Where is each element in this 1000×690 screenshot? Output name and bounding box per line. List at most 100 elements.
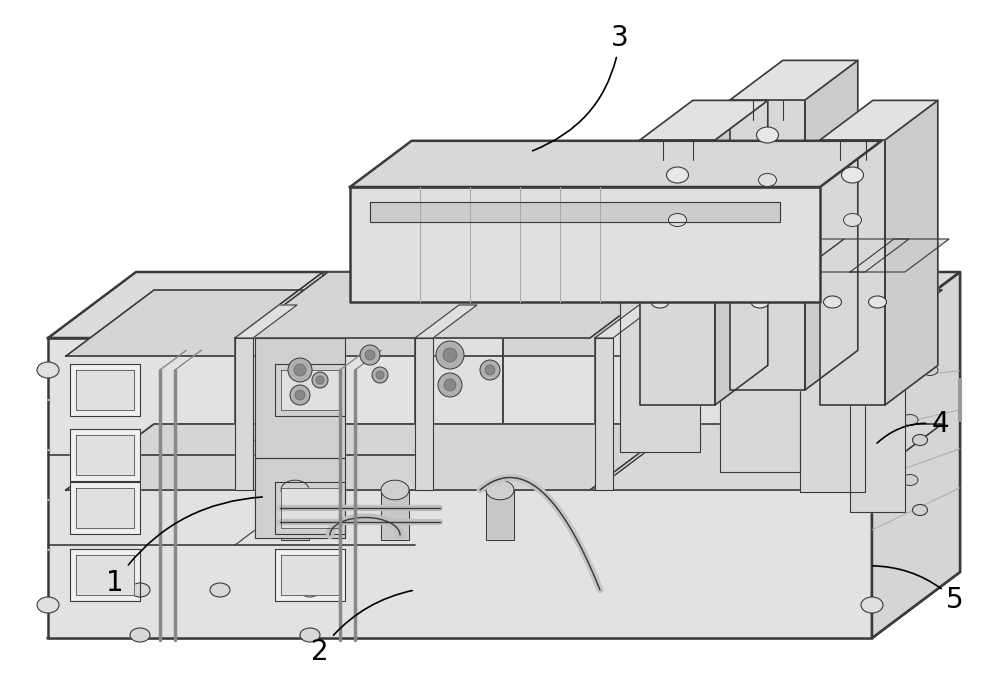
Ellipse shape [281,480,309,500]
Ellipse shape [300,583,320,597]
Polygon shape [730,61,858,100]
Polygon shape [240,272,678,338]
Circle shape [360,345,380,365]
Text: 1: 1 [106,497,262,597]
Polygon shape [76,370,134,410]
Polygon shape [381,490,409,540]
Ellipse shape [37,362,59,378]
Polygon shape [595,338,613,490]
Ellipse shape [912,504,928,515]
Polygon shape [235,305,297,338]
Polygon shape [66,290,942,356]
Polygon shape [281,370,339,410]
Ellipse shape [210,583,230,597]
Text: 3: 3 [533,24,629,151]
Ellipse shape [486,480,514,500]
Ellipse shape [922,364,938,375]
Polygon shape [255,458,345,538]
Polygon shape [850,272,905,512]
Ellipse shape [902,475,918,486]
Polygon shape [70,364,140,416]
Text: 5: 5 [873,566,964,614]
Circle shape [485,365,495,375]
Polygon shape [235,338,253,490]
Polygon shape [370,202,780,222]
Polygon shape [800,272,865,492]
Ellipse shape [668,213,686,226]
Polygon shape [640,140,715,405]
Polygon shape [415,305,477,338]
Polygon shape [730,100,805,390]
Polygon shape [76,435,134,475]
Polygon shape [885,101,938,405]
Ellipse shape [751,296,769,308]
Polygon shape [70,549,140,601]
Polygon shape [486,490,514,540]
Ellipse shape [902,415,918,426]
Polygon shape [275,482,345,534]
Polygon shape [281,490,309,540]
Ellipse shape [824,296,842,308]
Ellipse shape [844,213,862,226]
Ellipse shape [381,480,409,500]
Polygon shape [281,488,339,528]
Polygon shape [415,272,503,490]
Circle shape [365,350,375,360]
Polygon shape [70,429,140,481]
Polygon shape [595,272,683,490]
Circle shape [295,390,305,400]
Polygon shape [48,572,960,638]
Polygon shape [640,101,768,140]
Polygon shape [595,305,657,338]
Polygon shape [715,101,768,405]
Circle shape [444,379,456,391]
Circle shape [376,371,384,379]
Circle shape [443,348,457,362]
Ellipse shape [842,167,864,183]
Circle shape [316,376,324,384]
Ellipse shape [912,364,928,375]
Polygon shape [281,555,339,595]
Ellipse shape [759,173,776,186]
Polygon shape [805,61,858,390]
Ellipse shape [757,127,778,143]
Circle shape [436,341,464,369]
Polygon shape [350,187,820,302]
Ellipse shape [868,296,887,308]
Circle shape [294,364,306,376]
Circle shape [480,360,500,380]
Polygon shape [800,239,909,272]
Ellipse shape [666,167,688,183]
Text: 2: 2 [311,591,412,666]
Ellipse shape [130,583,150,597]
Polygon shape [66,424,678,490]
Polygon shape [66,424,942,490]
Text: 4: 4 [877,411,949,443]
Polygon shape [820,140,885,405]
Polygon shape [620,239,744,272]
Circle shape [438,373,462,397]
Ellipse shape [130,628,150,642]
Polygon shape [48,272,960,338]
Ellipse shape [912,435,928,446]
Ellipse shape [861,362,883,378]
Ellipse shape [300,628,320,642]
Polygon shape [255,338,345,458]
Polygon shape [350,141,882,187]
Circle shape [312,372,328,388]
Polygon shape [275,549,345,601]
Polygon shape [850,239,949,272]
Polygon shape [620,272,700,452]
Polygon shape [820,101,938,140]
Polygon shape [76,555,134,595]
Circle shape [290,385,310,405]
Polygon shape [235,272,323,490]
Polygon shape [48,338,872,638]
Polygon shape [720,239,844,272]
Polygon shape [720,272,800,472]
Ellipse shape [651,296,669,308]
Ellipse shape [861,597,883,613]
Polygon shape [76,488,134,528]
Polygon shape [872,272,960,638]
Circle shape [288,358,312,382]
